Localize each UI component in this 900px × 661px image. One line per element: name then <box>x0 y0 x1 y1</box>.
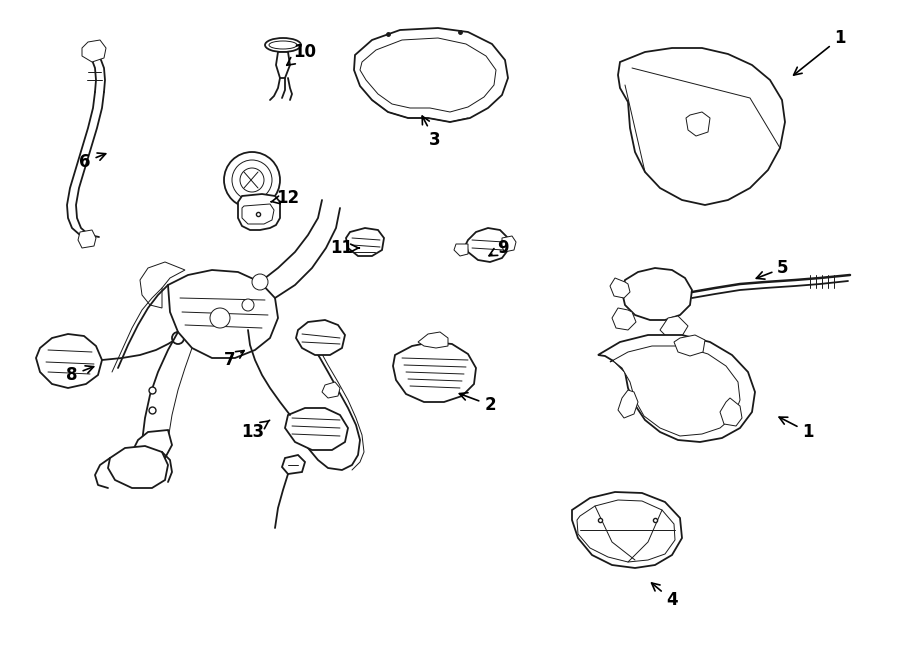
Polygon shape <box>285 408 348 450</box>
Polygon shape <box>418 332 448 348</box>
Polygon shape <box>296 320 345 355</box>
Polygon shape <box>598 335 755 442</box>
Text: 11: 11 <box>330 239 359 257</box>
Text: 10: 10 <box>287 43 317 65</box>
Circle shape <box>172 332 184 344</box>
Polygon shape <box>393 342 476 402</box>
Polygon shape <box>660 316 688 338</box>
Polygon shape <box>686 112 710 136</box>
Circle shape <box>240 168 264 192</box>
Polygon shape <box>720 398 742 426</box>
Polygon shape <box>242 204 274 224</box>
Text: 9: 9 <box>489 239 508 257</box>
Circle shape <box>232 160 272 200</box>
Polygon shape <box>577 500 675 562</box>
Polygon shape <box>360 38 496 112</box>
Text: 2: 2 <box>459 393 496 414</box>
Polygon shape <box>276 52 290 78</box>
Polygon shape <box>618 48 785 205</box>
Text: 8: 8 <box>67 366 94 384</box>
Text: 3: 3 <box>422 116 441 149</box>
Polygon shape <box>674 335 705 356</box>
Text: 5: 5 <box>756 259 788 279</box>
Polygon shape <box>612 308 636 330</box>
Polygon shape <box>238 194 280 230</box>
Polygon shape <box>282 455 305 474</box>
Text: 7: 7 <box>224 350 244 369</box>
Polygon shape <box>354 28 508 122</box>
Polygon shape <box>168 270 278 358</box>
Text: 1: 1 <box>794 29 846 75</box>
Polygon shape <box>36 334 102 388</box>
Text: 6: 6 <box>79 153 105 171</box>
Polygon shape <box>502 236 516 252</box>
Circle shape <box>224 152 280 208</box>
Polygon shape <box>82 40 106 62</box>
Polygon shape <box>322 382 340 398</box>
Circle shape <box>252 274 268 290</box>
Polygon shape <box>610 278 630 298</box>
Polygon shape <box>78 230 96 248</box>
Circle shape <box>210 308 230 328</box>
Polygon shape <box>610 346 740 436</box>
Polygon shape <box>140 262 185 308</box>
Polygon shape <box>618 390 638 418</box>
Polygon shape <box>466 228 508 262</box>
Polygon shape <box>346 228 384 256</box>
Text: 12: 12 <box>271 189 300 207</box>
Text: 4: 4 <box>652 583 678 609</box>
Ellipse shape <box>269 41 297 49</box>
Polygon shape <box>572 492 682 568</box>
Polygon shape <box>622 268 692 320</box>
Text: 1: 1 <box>779 417 814 441</box>
Ellipse shape <box>265 38 301 52</box>
Polygon shape <box>108 446 168 488</box>
Polygon shape <box>134 430 172 462</box>
Circle shape <box>242 299 254 311</box>
Text: 13: 13 <box>241 420 270 441</box>
Polygon shape <box>454 244 468 256</box>
